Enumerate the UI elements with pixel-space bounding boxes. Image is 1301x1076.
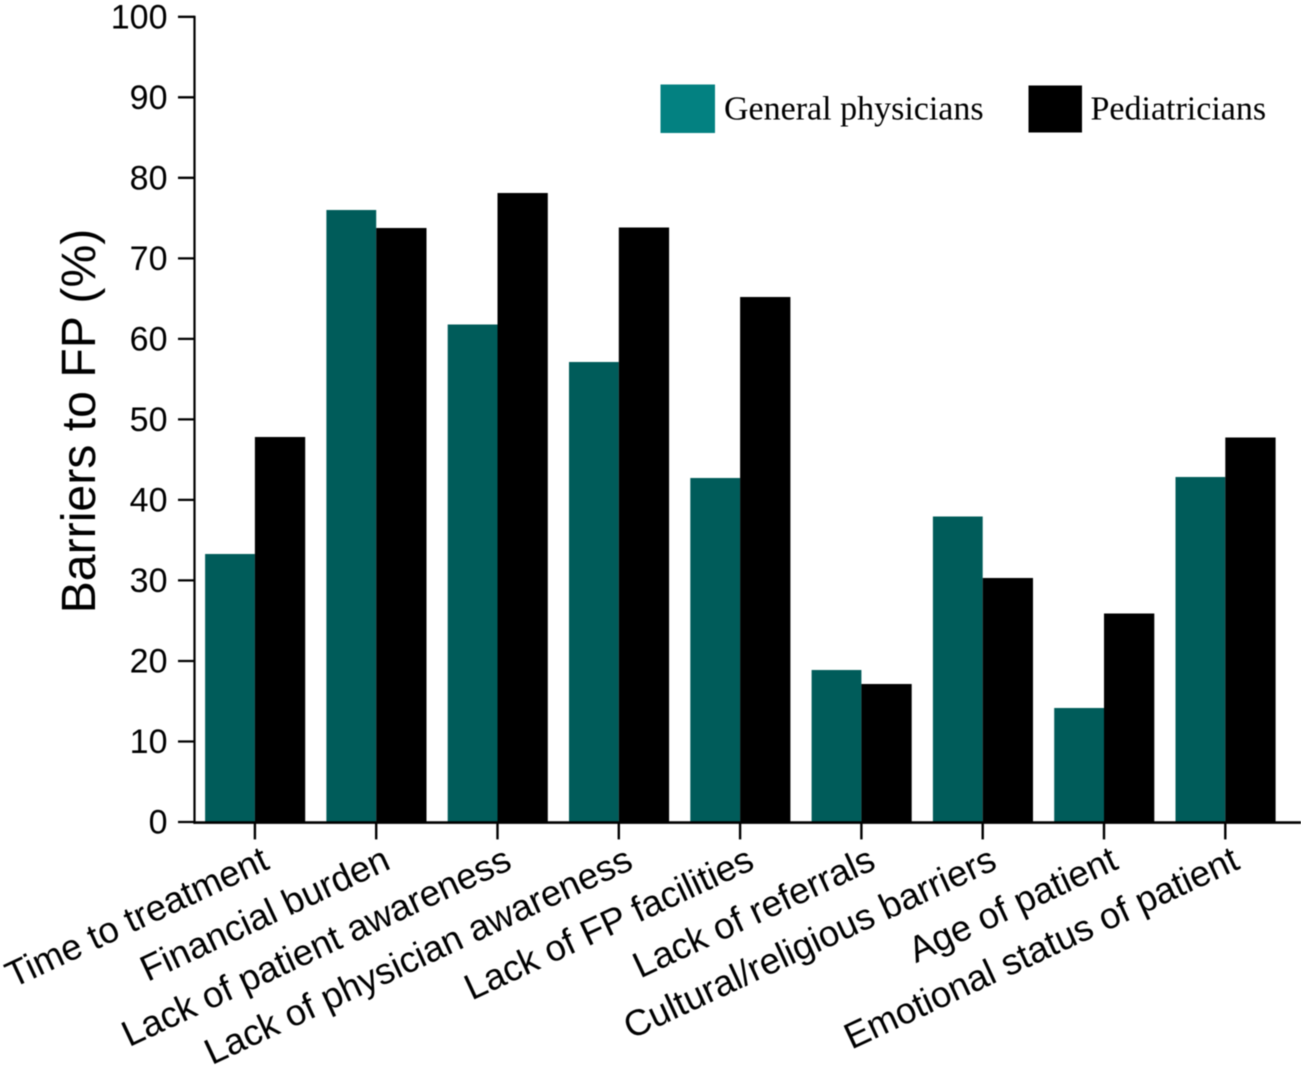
svg-text:70: 70 [130, 240, 168, 278]
svg-text:General physicians: General physicians [724, 91, 984, 128]
svg-text:0: 0 [149, 804, 168, 842]
svg-text:30: 30 [130, 562, 168, 600]
svg-text:Barriers to FP (%): Barriers to FP (%) [52, 229, 106, 614]
svg-text:100: 100 [111, 0, 168, 37]
svg-text:20: 20 [130, 643, 168, 681]
svg-text:90: 90 [130, 79, 168, 117]
svg-text:50: 50 [130, 401, 168, 439]
svg-text:10: 10 [130, 723, 168, 761]
svg-text:40: 40 [130, 482, 168, 520]
svg-text:Pediatricians: Pediatricians [1091, 91, 1267, 128]
svg-text:60: 60 [130, 321, 168, 359]
svg-text:80: 80 [130, 160, 168, 198]
